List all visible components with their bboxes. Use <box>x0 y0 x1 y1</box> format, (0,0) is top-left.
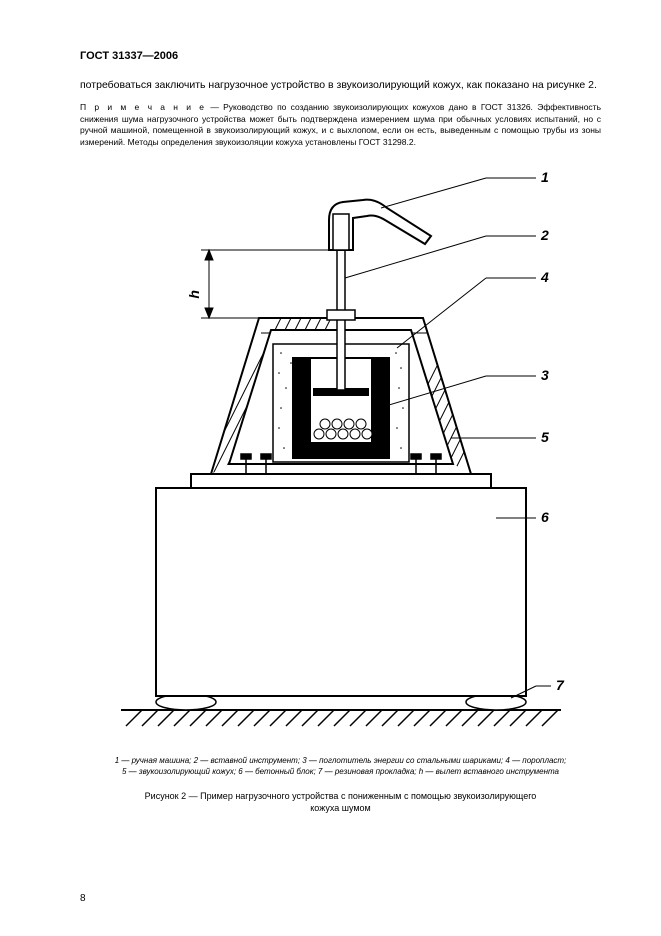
absorber-wall-left <box>293 358 311 458</box>
page-number: 8 <box>80 893 86 904</box>
concrete-block <box>156 488 526 696</box>
figure-svg: h 1 2 4 3 <box>91 158 591 748</box>
figure-caption: Рисунок 2 — Пример нагрузочного устройст… <box>80 790 601 814</box>
caption-line-2: кожуха шумом <box>310 803 370 813</box>
figure-2: h 1 2 4 3 <box>80 158 601 814</box>
label-2: 2 <box>540 227 549 243</box>
callout-numbers: 1 2 4 3 5 6 7 <box>540 169 565 693</box>
ground-hatch <box>121 710 561 726</box>
absorber-base <box>311 442 371 458</box>
hand-machine <box>329 200 431 250</box>
paragraph-intro: потребоваться заключить нагрузочное устр… <box>80 78 601 92</box>
figure-legend: 1 — ручная машина; 2 — вставной инструме… <box>80 756 601 778</box>
label-1: 1 <box>541 169 549 185</box>
legend-line-1: 1 — ручная машина; 2 — вставной инструме… <box>115 756 567 765</box>
note-block: П р и м е ч а н и е — Руководство по соз… <box>80 102 601 148</box>
label-h: h <box>186 290 202 299</box>
base-plate <box>191 474 491 488</box>
label-4: 4 <box>540 269 549 285</box>
label-5: 5 <box>541 429 549 445</box>
label-6: 6 <box>541 509 549 525</box>
label-3: 3 <box>541 367 549 383</box>
dimension-h <box>201 250 329 318</box>
caption-line-1: Рисунок 2 — Пример нагрузочного устройст… <box>145 791 537 801</box>
note-label: П р и м е ч а н и е <box>80 102 206 112</box>
doc-header: ГОСТ 31337—2006 <box>80 50 601 62</box>
collar <box>327 310 355 320</box>
label-7: 7 <box>556 677 565 693</box>
legend-line-2: 5 — звукоизолирующий кожух; 6 — бетонный… <box>122 767 559 776</box>
